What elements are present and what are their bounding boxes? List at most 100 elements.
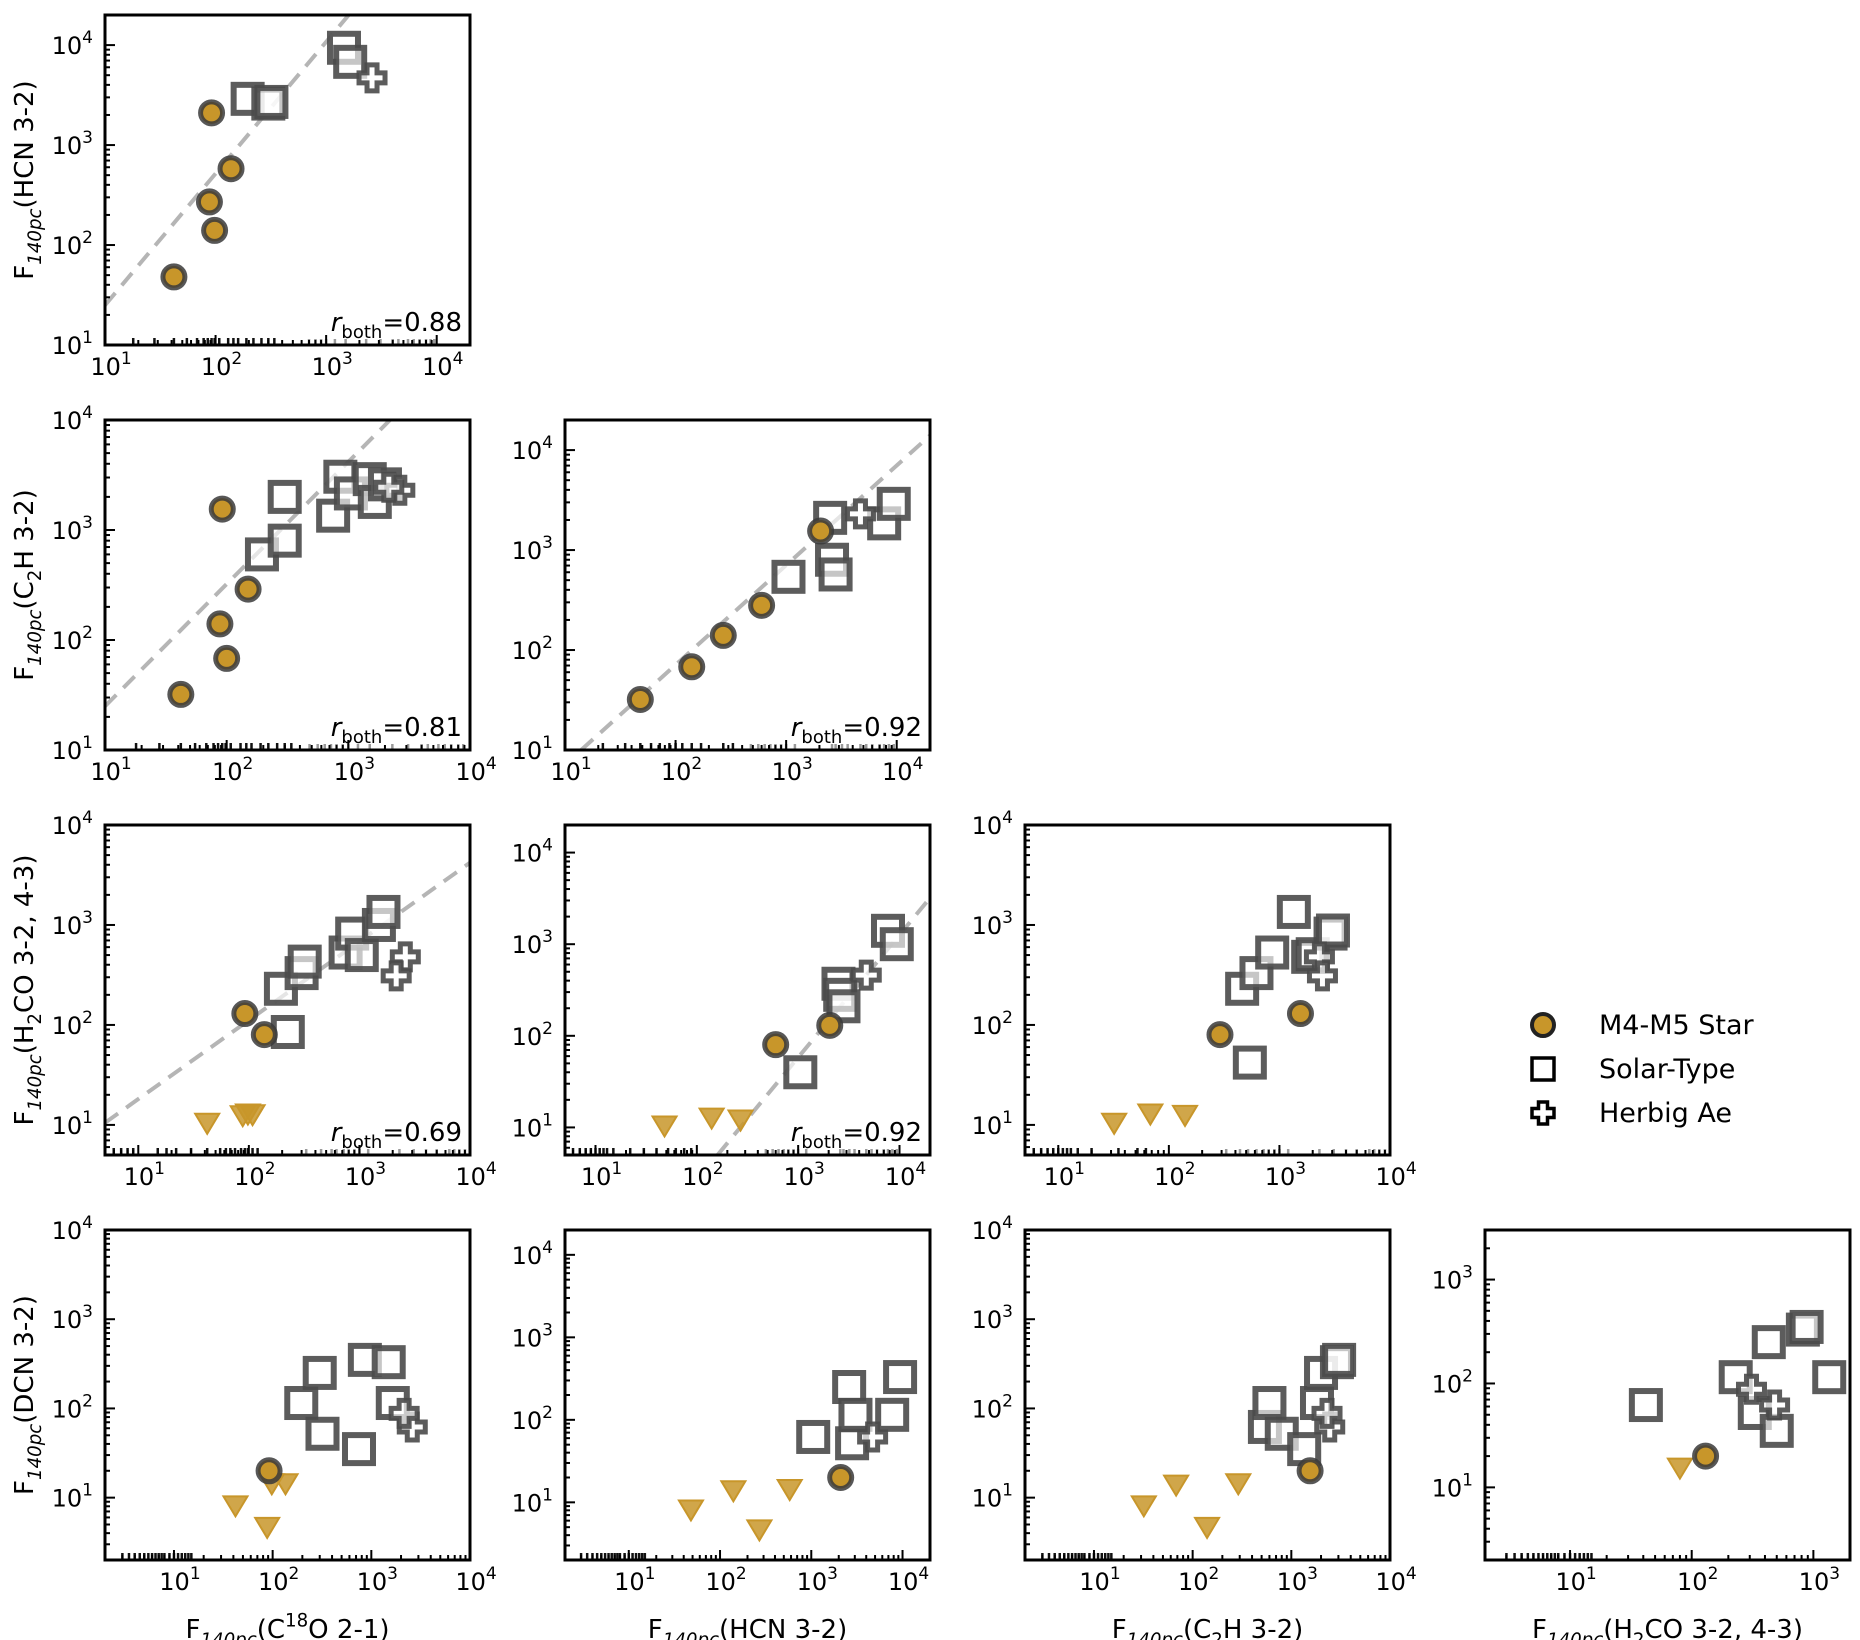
y-tick-label: 103 bbox=[52, 128, 93, 160]
solar-type-marker bbox=[267, 523, 302, 558]
x-tick-label: 102 bbox=[682, 1159, 723, 1191]
panel-frame bbox=[563, 418, 932, 752]
y-tick-label: 104 bbox=[52, 403, 93, 435]
panel-p20: 101 102 103 104 101 102 103 104 rboth=0.81 bbox=[52, 403, 497, 786]
y-tick-label: 102 bbox=[972, 1008, 1013, 1040]
solar-type-marker bbox=[305, 1416, 340, 1451]
solar-type-marker bbox=[1276, 894, 1311, 929]
plot-area bbox=[571, 896, 930, 1155]
x-axis-label: F140pc(H2CO 3-2, 4-3) bbox=[1532, 1615, 1803, 1640]
y-tick-label: 102 bbox=[52, 623, 93, 655]
y-tick-label: 103 bbox=[52, 513, 93, 545]
solar-type-marker bbox=[254, 84, 289, 119]
m4-m5-star-marker bbox=[748, 591, 776, 619]
x-tick-label: 101 bbox=[1555, 1564, 1596, 1596]
upper-limit-marker bbox=[253, 1516, 281, 1540]
y-tick-label: 104 bbox=[512, 1238, 553, 1270]
x-tick-label: 101 bbox=[614, 1564, 655, 1596]
y-tick-label: 101 bbox=[972, 1108, 1013, 1140]
herbig-ae-marker bbox=[857, 1421, 889, 1453]
legend-label: Solar-Type bbox=[1599, 1054, 1735, 1085]
solar-type-marker bbox=[284, 1386, 319, 1421]
upper-limit-marker bbox=[775, 1479, 804, 1502]
legend-label: M4-M5 Star bbox=[1599, 1010, 1755, 1041]
x-tick-label: 101 bbox=[1079, 1564, 1120, 1596]
plot-area bbox=[1041, 1342, 1357, 1560]
y-tick-label: 104 bbox=[972, 808, 1013, 840]
m4-m5-star-marker bbox=[206, 610, 234, 638]
solar-type-marker bbox=[1315, 913, 1350, 948]
x-tick-label: 103 bbox=[783, 1159, 824, 1191]
y-tick-label: 102 bbox=[512, 633, 553, 665]
m4-m5-star-marker bbox=[195, 188, 223, 216]
correlation-label: rboth=0.92 bbox=[791, 1118, 922, 1153]
plot-area bbox=[105, 15, 436, 345]
solar-type-marker bbox=[883, 1360, 918, 1395]
x-tick-label: 103 bbox=[771, 754, 812, 786]
y-tick-label: 101 bbox=[52, 328, 93, 360]
m4-m5-star-marker bbox=[709, 621, 737, 649]
upper-limit-marker bbox=[1666, 1457, 1694, 1481]
upper-limit-marker bbox=[726, 1109, 755, 1133]
m4-m5-star-marker bbox=[234, 575, 262, 603]
x-tick-label: 101 bbox=[1044, 1159, 1085, 1191]
herbig-ae-marker bbox=[1306, 960, 1338, 992]
m4-m5-star-marker bbox=[678, 653, 706, 681]
solar-type-marker bbox=[879, 927, 914, 962]
m4-m5-star-marker bbox=[1296, 1457, 1324, 1485]
x-tick-label: 102 bbox=[1677, 1564, 1718, 1596]
m4-m5-star-marker bbox=[208, 495, 236, 523]
x-tick-label: 103 bbox=[1265, 1159, 1306, 1191]
solar-type-marker bbox=[876, 486, 911, 521]
panel-frame bbox=[563, 1228, 932, 1562]
correlation-label: rboth=0.81 bbox=[331, 713, 462, 748]
panel-frame bbox=[1023, 1228, 1392, 1562]
x-tick-label: 104 bbox=[888, 1564, 929, 1596]
legend-solar-type-marker bbox=[1530, 1056, 1556, 1082]
x-tick-label: 104 bbox=[455, 1564, 496, 1596]
fit-line bbox=[105, 420, 392, 708]
solar-type-marker bbox=[341, 1432, 376, 1467]
herbig-ae-marker bbox=[1759, 1389, 1791, 1421]
solar-type-marker bbox=[818, 557, 853, 592]
panel-p10: 101 102 103 104 101 102 103 104 rboth=0.88 bbox=[52, 13, 472, 381]
legend-label: Herbig Ae bbox=[1599, 1098, 1732, 1129]
upper-limit-marker bbox=[1224, 1473, 1253, 1497]
upper-limit-marker bbox=[221, 1495, 250, 1519]
y-tick-label: 104 bbox=[972, 1213, 1013, 1245]
solar-type-marker bbox=[302, 1355, 337, 1390]
m4-m5-star-marker bbox=[198, 99, 226, 127]
upper-limit-marker bbox=[650, 1115, 679, 1139]
y-axis-label: F140pc(C2H 3-2) bbox=[10, 489, 46, 681]
y-tick-label: 104 bbox=[512, 433, 553, 465]
x-tick-label: 102 bbox=[705, 1564, 746, 1596]
m4-m5-star-marker bbox=[1206, 1021, 1234, 1049]
y-tick-label: 103 bbox=[52, 1302, 93, 1334]
y-axis-label: F140pc(HCN 3-2) bbox=[10, 80, 46, 279]
solar-type-marker bbox=[366, 894, 401, 929]
m4-m5-star-marker bbox=[201, 216, 229, 244]
x-tick-label: 104 bbox=[455, 754, 496, 786]
x-tick-label: 101 bbox=[124, 1159, 165, 1191]
herbig-ae-marker bbox=[1311, 1397, 1343, 1429]
y-tick-label: 103 bbox=[972, 1302, 1013, 1334]
y-tick-label: 102 bbox=[52, 1008, 93, 1040]
solar-type-marker bbox=[287, 944, 322, 979]
solar-type-marker bbox=[270, 1014, 305, 1049]
solar-type-marker bbox=[1812, 1360, 1847, 1395]
m4-m5-star-marker bbox=[807, 517, 835, 545]
y-tick-label: 102 bbox=[512, 1403, 553, 1435]
panel-p31: 101 102 103 104 101 102 103 104 rboth=0.92 bbox=[512, 823, 932, 1191]
m4-m5-star-marker bbox=[1286, 1000, 1314, 1028]
x-tick-label: 103 bbox=[357, 1564, 398, 1596]
x-tick-label: 102 bbox=[212, 754, 253, 786]
m4-m5-star-marker bbox=[213, 644, 241, 672]
solar-type-marker bbox=[1255, 935, 1290, 970]
legend-herbig-ae-marker bbox=[1530, 1100, 1556, 1126]
x-tick-label: 104 bbox=[1375, 1159, 1416, 1191]
y-tick-label: 102 bbox=[1432, 1366, 1473, 1398]
herbig-ae-marker bbox=[356, 62, 388, 94]
y-tick-label: 101 bbox=[972, 1481, 1013, 1513]
herbig-ae-marker bbox=[388, 1397, 420, 1429]
solar-type-marker bbox=[267, 479, 302, 514]
